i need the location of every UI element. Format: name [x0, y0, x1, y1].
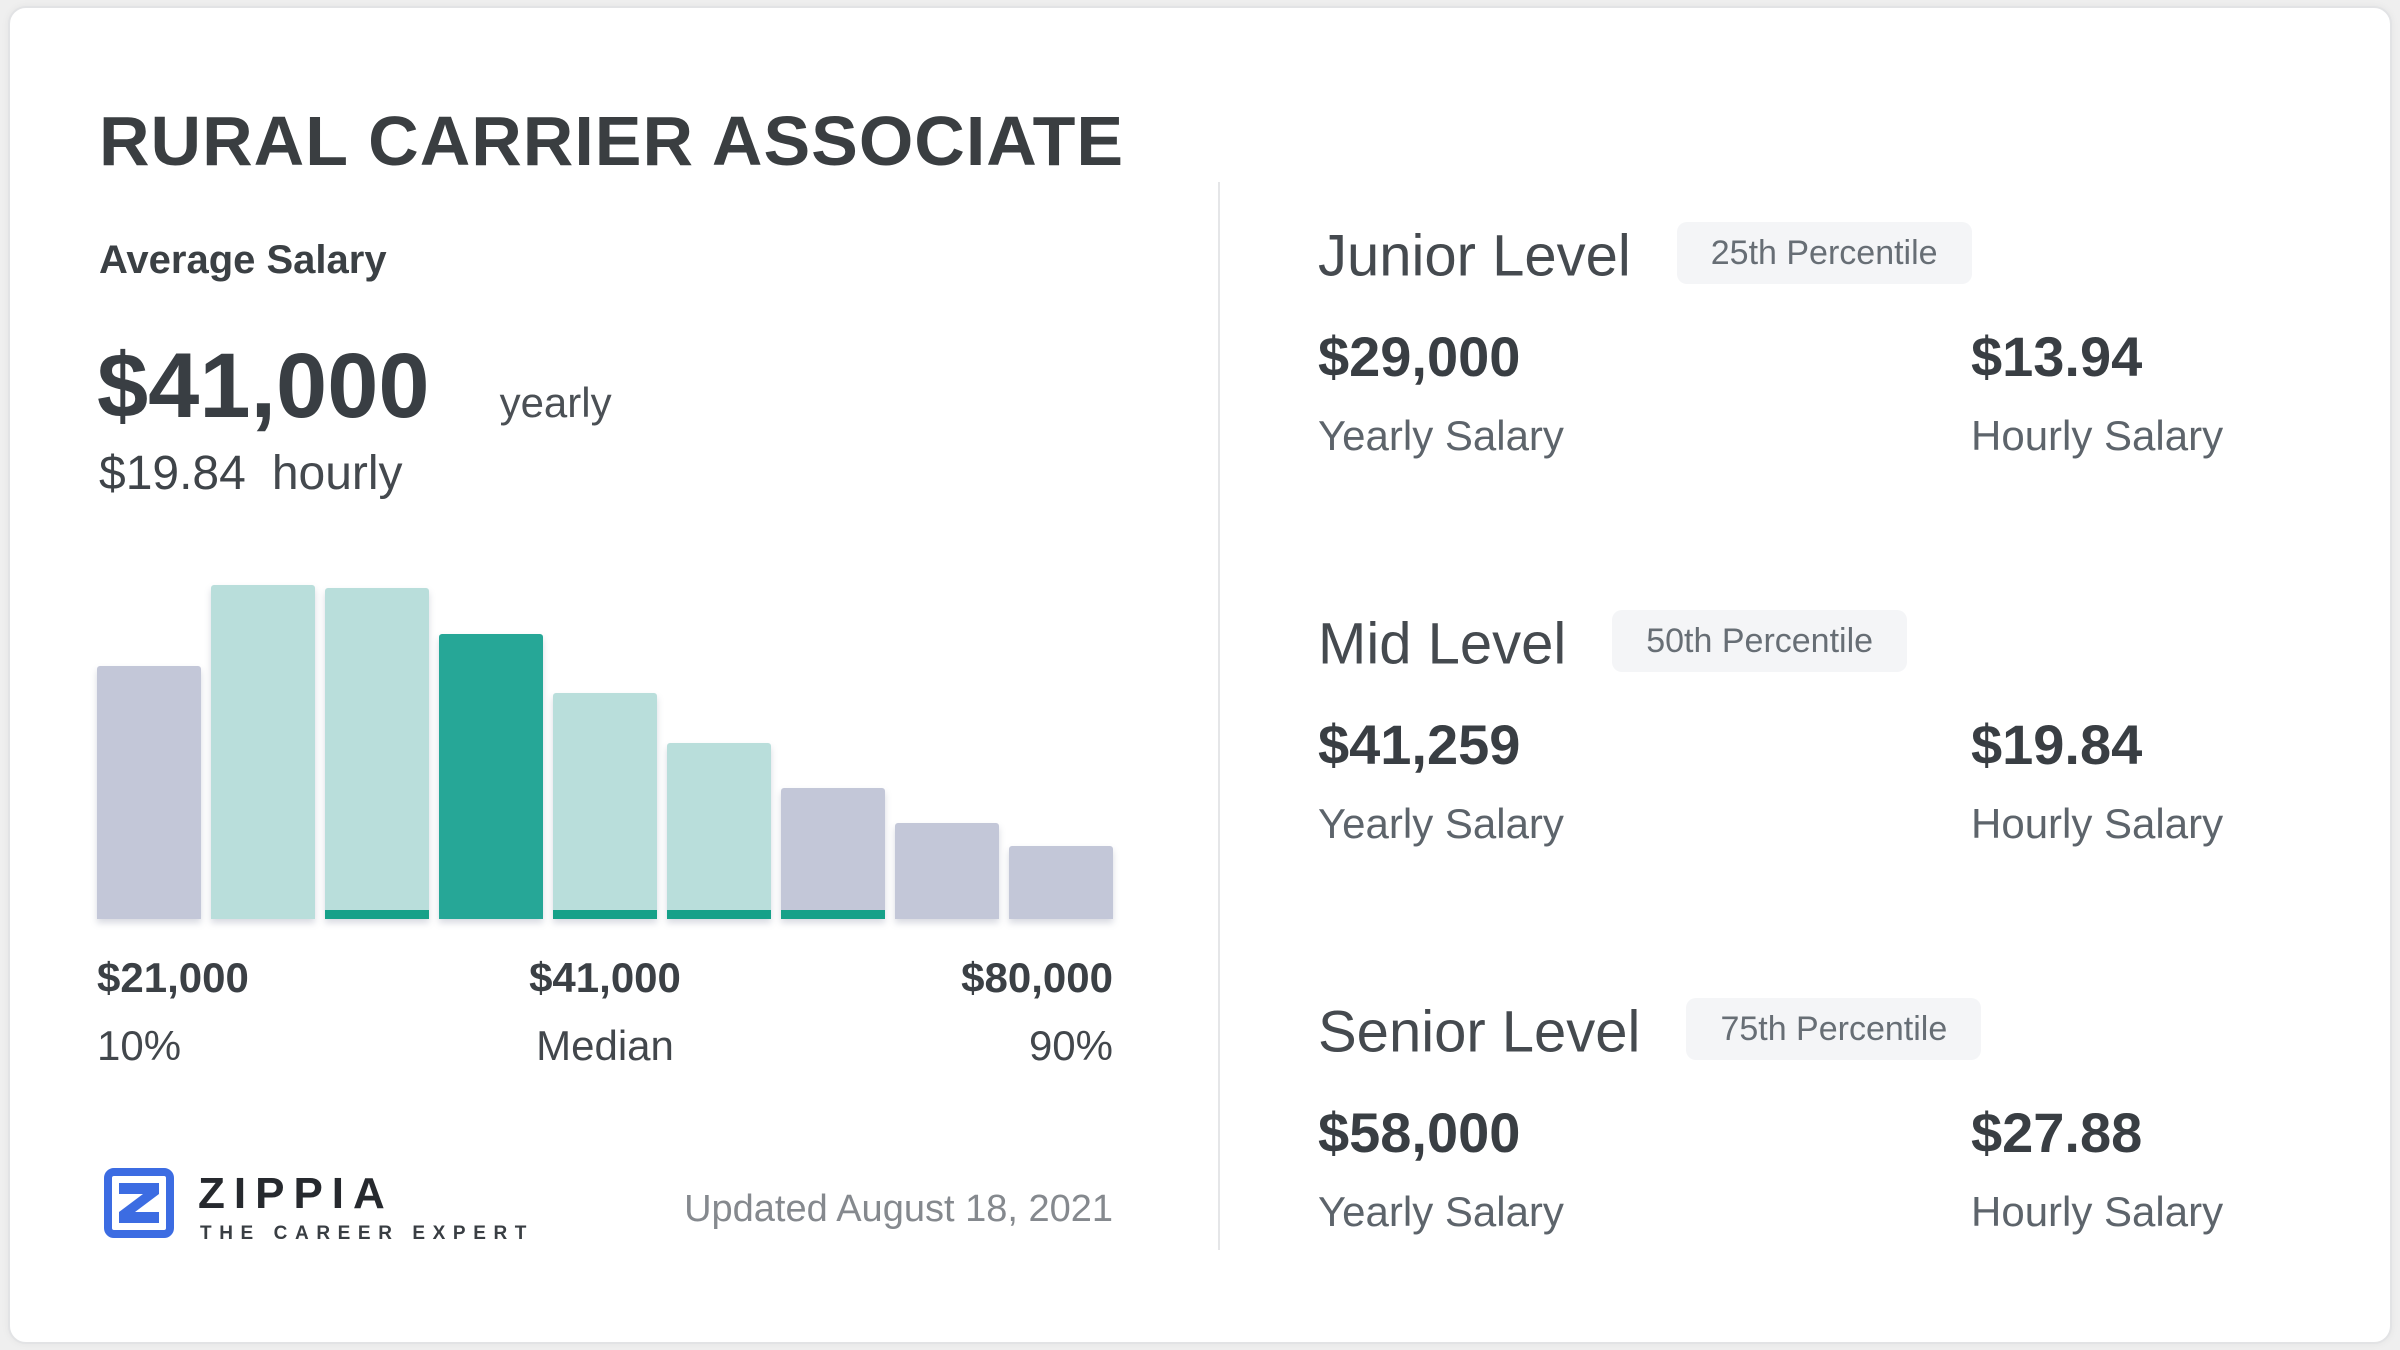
hourly-amount-label: Hourly Salary — [1971, 1188, 2224, 1235]
level-heading: Junior Level 25th Percentile — [1318, 221, 2308, 289]
hourly-amount: $19.84 — [1971, 713, 2143, 776]
histogram-bar — [781, 788, 885, 919]
percentile-badge: 75th Percentile — [1686, 997, 1982, 1060]
level-name: Senior Level — [1318, 999, 1641, 1065]
x-axis-label-10th: $21,000 10% — [97, 952, 1113, 1070]
x-axis-label-median: $41,000 Median — [97, 952, 1113, 1070]
yearly-amount: $58,000 — [1318, 1101, 1521, 1164]
level-section-mid: Mid Level 50th Percentile $41,259 Yearly … — [1318, 609, 2308, 890]
yearly-amount-label: Yearly Salary — [1318, 800, 1564, 847]
salary-histogram — [97, 579, 1113, 919]
x-axis-sublabel: 90% — [1028, 1022, 1113, 1069]
hourly-salary-amount: $19.84 — [99, 447, 246, 500]
updated-date: Updated August 18, 2021 — [684, 1188, 1113, 1230]
histogram-bar — [325, 588, 429, 919]
histogram-bar — [553, 693, 657, 919]
x-axis-sublabel: Median — [536, 1022, 674, 1069]
x-axis-sublabel: 10% — [97, 1022, 182, 1069]
x-axis-label-90th: $80,000 90% — [97, 952, 1113, 1070]
hourly-amount-label: Hourly Salary — [1971, 412, 2224, 459]
zippia-z-icon — [104, 1168, 174, 1243]
zippia-tagline-text: THE CAREER EXPERT — [200, 1223, 535, 1244]
hourly-column: $27.88 Hourly Salary — [1971, 1102, 2223, 1236]
hourly-salary-line: $19.84 hourly — [99, 446, 403, 501]
average-salary-label: Average Salary — [99, 238, 387, 282]
yearly-column: $41,259 Yearly Salary — [1318, 714, 1564, 848]
histogram-bar — [97, 666, 201, 919]
x-axis-amount: $41,000 — [529, 954, 681, 1001]
yearly-amount-label: Yearly Salary — [1318, 412, 1564, 459]
zippia-brand-text: ZIPPIA — [198, 1169, 394, 1218]
yearly-amount-label: Yearly Salary — [1318, 1188, 1564, 1235]
yearly-salary-unit: yearly — [499, 379, 612, 426]
yearly-salary-amount: $41,000 — [97, 335, 430, 437]
yearly-salary-line: $41,000 yearly — [97, 334, 612, 439]
histogram-bar — [895, 823, 999, 919]
histogram-bar — [667, 743, 771, 919]
percentile-badge: 50th Percentile — [1612, 609, 1908, 672]
yearly-column: $29,000 Yearly Salary — [1318, 326, 1564, 460]
yearly-column: $58,000 Yearly Salary — [1318, 1102, 1564, 1236]
page-title: RURAL CARRIER ASSOCIATE — [99, 102, 1125, 180]
level-section-junior: Junior Level 25th Percentile $29,000 Year… — [1318, 221, 2308, 502]
level-name: Mid Level — [1318, 611, 1567, 677]
histogram-bar — [1009, 846, 1113, 919]
level-heading: Mid Level 50th Percentile — [1318, 609, 2308, 677]
histogram-bar — [439, 634, 543, 919]
yearly-amount: $29,000 — [1318, 325, 1521, 388]
x-axis-amount: $80,000 — [961, 954, 1113, 1001]
yearly-amount: $41,259 — [1318, 713, 1521, 776]
x-axis-amount: $21,000 — [97, 954, 249, 1001]
hourly-salary-unit: hourly — [271, 447, 403, 500]
level-heading: Senior Level 75th Percentile — [1318, 997, 2308, 1065]
hourly-column: $19.84 Hourly Salary — [1971, 714, 2223, 848]
vertical-divider — [1218, 182, 1220, 1250]
hourly-amount: $13.94 — [1971, 325, 2143, 388]
level-name: Junior Level — [1318, 223, 1631, 289]
percentile-badge: 25th Percentile — [1676, 221, 1972, 284]
histogram-bar — [211, 585, 315, 919]
zippia-logo[interactable]: ZIPPIA THE CAREER EXPERT — [104, 1168, 604, 1248]
hourly-column: $13.94 Hourly Salary — [1971, 326, 2223, 460]
level-section-senior: Senior Level 75th Percentile $58,000 Year… — [1318, 997, 2308, 1278]
hourly-amount: $27.88 — [1971, 1101, 2143, 1164]
hourly-amount-label: Hourly Salary — [1971, 800, 2224, 847]
